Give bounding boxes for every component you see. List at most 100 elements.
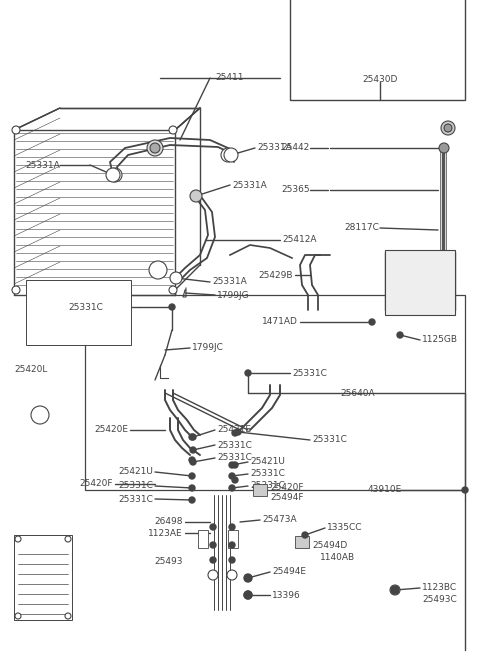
Text: 25331A: 25331A [232, 180, 267, 189]
Circle shape [210, 557, 216, 563]
Circle shape [150, 143, 160, 153]
Circle shape [190, 459, 196, 465]
Circle shape [229, 524, 235, 530]
Circle shape [189, 434, 195, 440]
Circle shape [224, 148, 238, 162]
Text: A: A [156, 266, 161, 274]
Circle shape [232, 462, 238, 468]
Circle shape [108, 168, 122, 182]
Circle shape [221, 148, 235, 162]
Circle shape [189, 485, 195, 491]
Circle shape [229, 473, 235, 479]
Circle shape [302, 532, 308, 538]
Text: 25421E: 25421E [217, 426, 251, 434]
Circle shape [229, 485, 235, 491]
Text: 1799JG: 1799JG [217, 291, 250, 300]
Text: 25420E: 25420E [94, 426, 128, 434]
Circle shape [232, 477, 238, 483]
Text: 25365: 25365 [281, 185, 310, 195]
Text: 25331C: 25331C [118, 481, 153, 490]
Text: 25331C: 25331C [250, 470, 285, 479]
Circle shape [31, 406, 49, 424]
Circle shape [189, 497, 195, 503]
Circle shape [229, 557, 235, 563]
Text: 1123BC: 1123BC [422, 584, 457, 592]
Circle shape [169, 304, 175, 310]
Bar [228, 530, 238, 548]
Text: A: A [37, 411, 43, 419]
Text: 25331C: 25331C [68, 302, 103, 311]
Text: 25331C: 25331C [312, 436, 347, 445]
Circle shape [12, 286, 20, 294]
Bar [26, 280, 131, 345]
Bar [85, 295, 465, 490]
Circle shape [15, 536, 21, 542]
Text: 25640A: 25640A [340, 389, 374, 398]
Circle shape [147, 140, 163, 156]
Circle shape [189, 457, 195, 463]
Circle shape [190, 434, 196, 440]
Text: 25493C: 25493C [422, 596, 457, 605]
Circle shape [208, 570, 218, 580]
Circle shape [227, 570, 237, 580]
Text: 25421U: 25421U [118, 468, 153, 477]
Text: 25331C: 25331C [217, 441, 252, 449]
Text: 1799JC: 1799JC [192, 343, 224, 353]
Text: 1471AD: 1471AD [262, 317, 298, 326]
Circle shape [245, 370, 251, 376]
Circle shape [65, 613, 71, 619]
Text: 25420L: 25420L [14, 366, 48, 375]
Text: 25494D: 25494D [312, 541, 347, 550]
Text: 1123AE: 1123AE [148, 528, 183, 537]
Circle shape [462, 487, 468, 493]
Text: 25331C: 25331C [250, 481, 285, 490]
Text: 25493: 25493 [155, 558, 183, 567]
Bar [295, 536, 309, 548]
Circle shape [441, 121, 455, 135]
Text: 25442: 25442 [282, 144, 310, 153]
Circle shape [391, 586, 399, 594]
Circle shape [15, 613, 21, 619]
Circle shape [369, 319, 375, 325]
Text: 25331A: 25331A [257, 144, 292, 153]
Text: 13396: 13396 [272, 590, 301, 599]
Text: 25411: 25411 [215, 74, 243, 82]
Circle shape [235, 429, 241, 435]
Text: 25429B: 25429B [259, 270, 293, 279]
Text: 25331A: 25331A [212, 278, 247, 287]
Circle shape [232, 430, 238, 436]
Text: 25420F: 25420F [270, 483, 303, 492]
Text: 1125GB: 1125GB [422, 336, 458, 345]
Circle shape [169, 126, 177, 134]
Circle shape [149, 261, 167, 279]
Text: 25494F: 25494F [270, 494, 303, 503]
Text: 25412A: 25412A [282, 236, 316, 244]
Bar [290, 0, 465, 100]
Circle shape [244, 591, 252, 599]
Circle shape [244, 591, 252, 599]
Text: 43910E: 43910E [368, 485, 402, 494]
Bar [253, 484, 267, 496]
Circle shape [444, 124, 452, 132]
Text: 25331A: 25331A [25, 161, 60, 170]
Text: 25473A: 25473A [262, 515, 297, 524]
Text: 25331C: 25331C [217, 453, 252, 462]
Circle shape [190, 447, 196, 453]
Circle shape [210, 524, 216, 530]
Circle shape [244, 574, 252, 582]
Text: 1140AB: 1140AB [320, 554, 355, 562]
Circle shape [189, 473, 195, 479]
Bar [385, 250, 455, 315]
Circle shape [390, 585, 400, 595]
Bar [14, 535, 72, 620]
Circle shape [229, 462, 235, 468]
Text: 25430D: 25430D [362, 76, 398, 84]
Text: 25331C: 25331C [292, 368, 327, 377]
Circle shape [397, 332, 403, 338]
Bar [198, 530, 208, 548]
Circle shape [65, 536, 71, 542]
Circle shape [106, 168, 120, 182]
Text: 26498: 26498 [155, 517, 183, 526]
Circle shape [210, 542, 216, 548]
Circle shape [169, 286, 177, 294]
